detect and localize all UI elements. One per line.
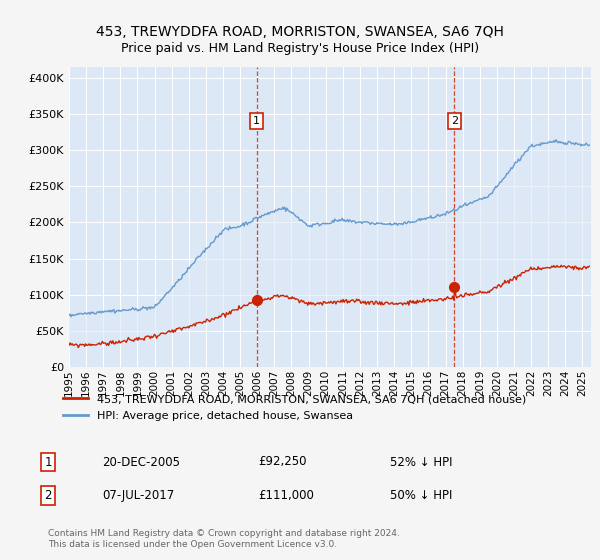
Text: 2: 2 <box>44 489 52 502</box>
Text: Contains HM Land Registry data © Crown copyright and database right 2024.
This d: Contains HM Land Registry data © Crown c… <box>48 529 400 549</box>
Text: £111,000: £111,000 <box>258 489 314 502</box>
Text: 20-DEC-2005: 20-DEC-2005 <box>102 455 180 469</box>
Text: £92,250: £92,250 <box>258 455 307 469</box>
Text: 453, TREWYDDFA ROAD, MORRISTON, SWANSEA, SA6 7QH: 453, TREWYDDFA ROAD, MORRISTON, SWANSEA,… <box>96 25 504 39</box>
Text: 52% ↓ HPI: 52% ↓ HPI <box>390 455 452 469</box>
Text: 07-JUL-2017: 07-JUL-2017 <box>102 489 174 502</box>
Text: 1: 1 <box>253 116 260 127</box>
Text: Price paid vs. HM Land Registry's House Price Index (HPI): Price paid vs. HM Land Registry's House … <box>121 42 479 55</box>
Text: 1: 1 <box>44 455 52 469</box>
Text: 2: 2 <box>451 116 458 127</box>
Text: 50% ↓ HPI: 50% ↓ HPI <box>390 489 452 502</box>
Legend: 453, TREWYDDFA ROAD, MORRISTON, SWANSEA, SA6 7QH (detached house), HPI: Average : 453, TREWYDDFA ROAD, MORRISTON, SWANSEA,… <box>59 389 530 426</box>
